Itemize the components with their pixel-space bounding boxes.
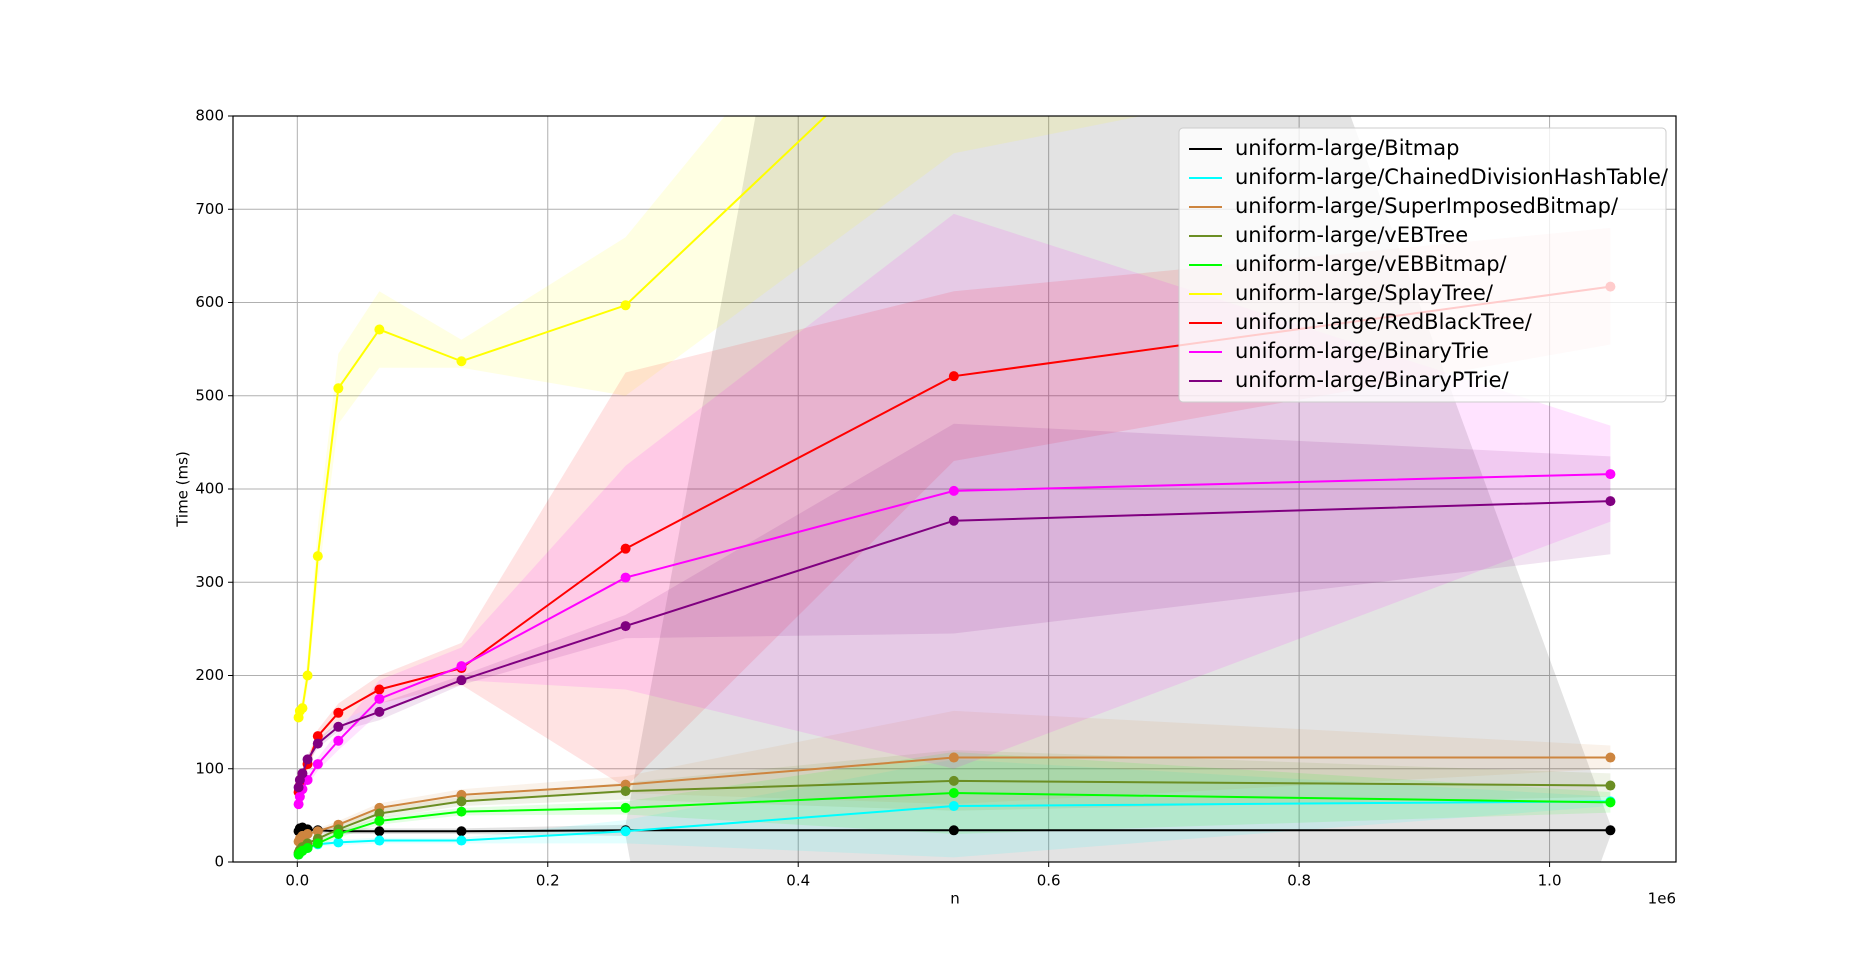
data-point (374, 815, 385, 826)
data-point (293, 799, 304, 810)
error-band (298, 423, 1611, 793)
data-point (456, 356, 467, 367)
data-point (456, 675, 467, 686)
legend: uniform-large/Bitmap uniform-large/Chaine… (1178, 127, 1669, 403)
y-tick-label: 600 (195, 293, 224, 311)
x-tick-label: 1.0 (1538, 872, 1562, 890)
lines (293, 116, 1616, 860)
y-tick-label: 500 (195, 386, 224, 404)
data-point (374, 808, 385, 819)
data-point (333, 735, 344, 746)
y-tick-label: 300 (195, 573, 224, 591)
data-point (948, 371, 959, 382)
data-point (456, 806, 467, 817)
data-point (456, 826, 467, 837)
data-point (620, 786, 631, 797)
y-tick-label: 100 (195, 759, 224, 777)
data-point (948, 515, 959, 526)
data-point (312, 759, 323, 770)
y-tick-label: 400 (195, 480, 224, 498)
x-tick-label: 0.0 (285, 872, 309, 890)
data-point (620, 300, 631, 311)
data-point (948, 787, 959, 798)
data-point (374, 835, 385, 846)
legend-label: uniform-large/BinaryPTrie/ (1235, 368, 1510, 392)
y-tick-label: 200 (195, 666, 224, 684)
legend-label: uniform-large/BinaryTrie (1235, 339, 1489, 363)
data-point (374, 706, 385, 717)
data-point (333, 837, 344, 848)
data-point (312, 738, 323, 749)
x-offset-label: 1e6 (1648, 890, 1676, 908)
data-point (620, 621, 631, 632)
data-point (1605, 825, 1616, 836)
data-point (297, 703, 308, 714)
data-point (1605, 496, 1616, 507)
y-tick-label: 0 (214, 853, 224, 871)
data-point (1605, 797, 1616, 808)
data-point (333, 707, 344, 718)
data-point (312, 838, 323, 849)
data-point (374, 324, 385, 335)
x-tick-label: 0.4 (786, 872, 810, 890)
legend-label: uniform-large/SplayTree/ (1235, 281, 1494, 305)
data-point (456, 661, 467, 672)
data-point (1605, 752, 1616, 763)
data-point (312, 551, 323, 562)
x-tick-label: 0.6 (1037, 872, 1061, 890)
legend-label: uniform-large/RedBlackTree/ (1235, 310, 1533, 334)
data-point (302, 829, 313, 840)
y-axis-label: Time (ms) (174, 451, 192, 528)
data-point (333, 721, 344, 732)
legend-label: uniform-large/vEBBitmap/ (1235, 252, 1508, 276)
data-point (948, 775, 959, 786)
data-point (312, 826, 323, 837)
y-tick-label: 700 (195, 200, 224, 218)
data-point (333, 383, 344, 394)
error-band (298, 116, 1142, 723)
data-point (1605, 469, 1616, 480)
legend-label: uniform-large/Bitmap (1235, 136, 1459, 160)
data-point (620, 826, 631, 837)
data-point (456, 835, 467, 846)
data-point (1605, 780, 1616, 791)
axes: 0.0 0.2 0.4 0.6 0.8 1.0 0 100 200 300 400 500 600 700… (195, 107, 1561, 890)
data-point (620, 572, 631, 583)
data-point (297, 768, 308, 779)
x-axis-label: n (950, 890, 960, 908)
x-tick-label: 0.2 (536, 872, 560, 890)
y-tick-label: 800 (195, 107, 224, 125)
data-point (948, 801, 959, 812)
legend-label: uniform-large/SuperImposedBitmap/ (1235, 194, 1619, 218)
data-point (302, 843, 313, 854)
data-point (333, 829, 344, 840)
data-point (302, 754, 313, 765)
x-tick-label: 0.8 (1287, 872, 1311, 890)
data-point (456, 796, 467, 807)
data-point (948, 485, 959, 496)
data-point (374, 826, 385, 837)
data-point (948, 752, 959, 763)
data-point (620, 543, 631, 554)
data-point (302, 670, 313, 681)
data-point (293, 782, 304, 793)
data-point (374, 684, 385, 695)
data-point (620, 802, 631, 813)
legend-label: uniform-large/ChainedDivisionHashTable/ (1235, 165, 1669, 189)
legend-box (1178, 127, 1667, 403)
data-point (374, 693, 385, 704)
data-point (312, 731, 323, 742)
legend-label: uniform-large/vEBTree (1235, 223, 1468, 247)
data-point (948, 825, 959, 836)
